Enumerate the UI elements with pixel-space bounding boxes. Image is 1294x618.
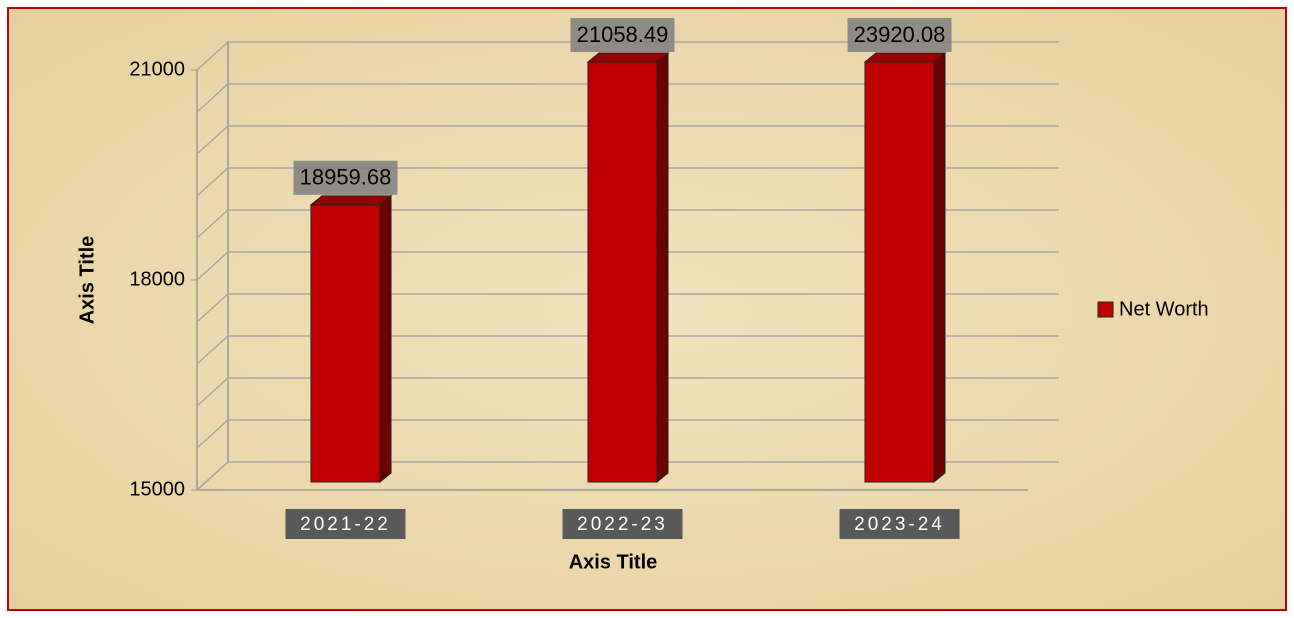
bar-top	[863, 52, 947, 63]
grid-line	[196, 41, 1059, 71]
grid-line	[196, 419, 1059, 449]
x-tick-label: 2023-24	[854, 514, 945, 535]
bar-side	[379, 194, 392, 484]
x-tick-label-box	[285, 509, 406, 539]
bar-front	[310, 204, 381, 483]
grid-line	[196, 83, 1059, 113]
legend-swatch	[1097, 301, 1114, 318]
data-label: 23920.08	[854, 22, 946, 47]
grid-line	[196, 251, 1059, 281]
bar	[309, 194, 393, 484]
y-tick-label: 15000	[129, 478, 185, 500]
legend-label: Net Worth	[1119, 298, 1209, 320]
bar	[586, 51, 670, 484]
data-label: 21058.49	[577, 22, 669, 47]
y-tick-label: 21000	[129, 58, 185, 80]
bar-front	[587, 61, 658, 483]
data-label: 18959.68	[300, 165, 392, 190]
data-label-box	[570, 18, 675, 52]
data-label-box	[847, 18, 952, 52]
grid-line	[196, 377, 1059, 407]
bar-side	[656, 51, 669, 484]
grid-line	[196, 125, 1059, 155]
bar-top	[309, 195, 393, 206]
x-axis-title: Axis Title	[569, 551, 658, 573]
bar-side	[933, 51, 946, 484]
grid-line	[196, 461, 1059, 491]
x-tick-label: 2021-22	[300, 514, 391, 535]
data-label-box	[293, 160, 398, 195]
bar	[863, 51, 947, 484]
bar-front	[864, 61, 935, 483]
bar-top	[586, 52, 670, 63]
grid-line	[196, 167, 1059, 197]
x-tick-label-box	[839, 509, 960, 539]
grid-line	[196, 209, 1059, 239]
y-tick-label: 18000	[129, 268, 185, 290]
x-tick-label-box	[562, 509, 683, 539]
x-tick-label: 2022-23	[577, 514, 668, 535]
grid-line	[196, 335, 1059, 365]
grid-line	[196, 293, 1059, 323]
y-axis-title: Axis Title	[76, 236, 98, 325]
